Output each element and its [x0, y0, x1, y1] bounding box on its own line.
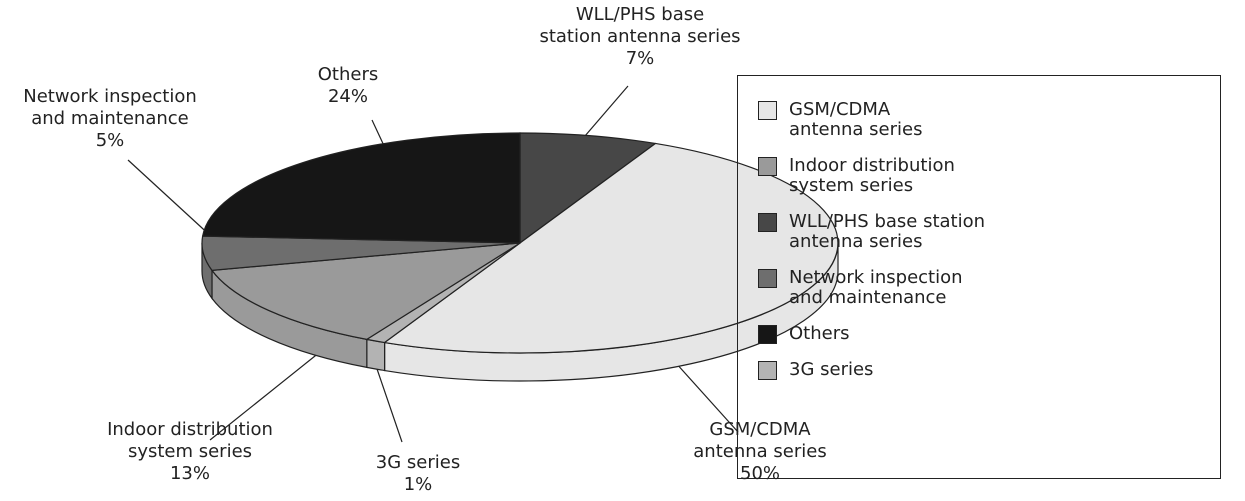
legend-entry: 3G series — [758, 360, 1220, 380]
legend-text: 3G series — [789, 360, 873, 380]
legend-label: Others — [789, 323, 850, 344]
legend-label: antenna series — [789, 119, 923, 140]
legend-label: Indoor distribution — [789, 155, 955, 176]
slice-label-line: Others — [317, 64, 379, 85]
leader-line — [375, 365, 403, 443]
slice-label-line: 3G series — [375, 452, 461, 473]
leader-line — [209, 351, 321, 441]
slice-value-label: 24% — [327, 86, 368, 107]
legend-entry: Indoor distribution system series — [758, 156, 1220, 196]
legend-swatch — [758, 325, 777, 344]
slice-value-label: 1% — [403, 474, 433, 495]
legend-label: and maintenance — [789, 287, 947, 308]
slice-label-line: system series — [127, 441, 253, 462]
slice — [201, 132, 521, 244]
slice-label: 3G series 1% — [376, 452, 460, 496]
slice-value-label: 7% — [625, 48, 655, 69]
slice-side — [366, 338, 386, 372]
slice-label: GSM/CDMA antenna series 50% — [693, 419, 826, 485]
legend-text: Network inspection and maintenance — [789, 268, 963, 308]
legend-swatch — [758, 213, 777, 232]
slice — [519, 132, 657, 245]
legend-text: Indoor distribution system series — [789, 156, 955, 196]
slice-label-line: Network inspection — [23, 86, 197, 107]
slice-label: Others 24% — [318, 64, 379, 108]
legend-label: Network inspection — [789, 267, 963, 288]
legend-label: GSM/CDMA — [789, 99, 891, 120]
slice-value-label: 13% — [169, 463, 210, 484]
legend-label: WLL/PHS base station — [789, 211, 986, 232]
slice-value-label: 5% — [95, 130, 125, 151]
slice-label: Indoor distribution system series 13% — [107, 419, 273, 485]
slice-label-line: antenna series — [693, 441, 827, 462]
slice-label: WLL/PHS base station antenna series 7% — [539, 4, 740, 70]
legend-label: system series — [789, 175, 914, 196]
legend-text: WLL/PHS base station antenna series — [789, 212, 985, 252]
legend-swatch — [758, 157, 777, 176]
legend-swatch — [758, 361, 777, 380]
legend-label: antenna series — [789, 231, 923, 252]
pie-tops — [201, 132, 839, 354]
legend-swatch — [758, 269, 777, 288]
slice-label-line: Indoor distribution — [107, 419, 273, 440]
legend-text: Others — [789, 324, 850, 344]
slice-label-line: station antenna series — [539, 26, 741, 47]
legend-text: GSM/CDMA antenna series — [789, 100, 922, 140]
legend-label: 3G series — [789, 359, 874, 380]
slice-label-line: WLL/PHS base — [575, 4, 705, 25]
legend-entry: GSM/CDMA antenna series — [758, 100, 1220, 140]
legend-entry: WLL/PHS base station antenna series — [758, 212, 1220, 252]
slice — [210, 242, 521, 341]
slice-label: Network inspection and maintenance 5% — [23, 86, 197, 152]
legend: GSM/CDMA antenna series Indoor distributio… — [737, 75, 1221, 479]
legend-entry: Network inspection and maintenance — [758, 268, 1220, 308]
legend-entry: Others — [758, 324, 1220, 344]
legend-swatch — [758, 101, 777, 120]
slice-label-line: and maintenance — [31, 108, 189, 129]
slice-value-label: 50% — [739, 463, 781, 484]
slice-label-line: GSM/CDMA — [709, 419, 811, 440]
